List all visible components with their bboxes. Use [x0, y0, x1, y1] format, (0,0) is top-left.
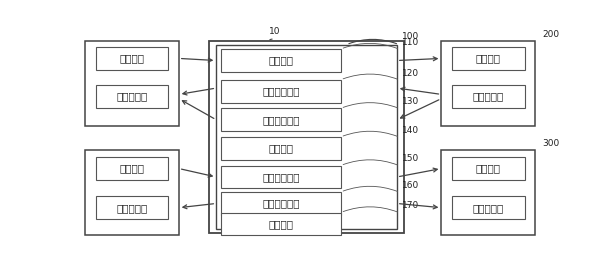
Bar — [96, 47, 168, 70]
Text: 赋值模块: 赋值模块 — [268, 143, 293, 153]
Text: 测温相机: 测温相机 — [476, 53, 501, 64]
Text: 第一配置模块: 第一配置模块 — [262, 86, 299, 96]
Text: 第二配置模块: 第二配置模块 — [262, 172, 299, 182]
Bar — [221, 108, 341, 131]
FancyArrowPatch shape — [343, 74, 397, 79]
Text: 测温传感器: 测温传感器 — [116, 203, 148, 213]
Text: 第二巡检模块: 第二巡检模块 — [262, 199, 299, 208]
Bar — [221, 192, 341, 215]
Bar — [96, 85, 168, 108]
Text: 10: 10 — [269, 27, 281, 36]
Bar — [209, 42, 404, 233]
FancyArrowPatch shape — [343, 103, 397, 108]
FancyArrowPatch shape — [343, 186, 397, 191]
Text: 130: 130 — [402, 97, 419, 106]
Text: 第一巡检模块: 第一巡检模块 — [262, 115, 299, 125]
Bar — [452, 196, 525, 219]
Bar — [452, 157, 525, 180]
Text: 140: 140 — [402, 126, 419, 135]
Text: 150: 150 — [402, 155, 419, 163]
Bar — [221, 137, 341, 160]
Bar — [452, 85, 525, 108]
Bar — [221, 49, 341, 72]
Text: 200: 200 — [542, 30, 559, 39]
Bar — [217, 45, 397, 229]
Bar — [452, 47, 525, 70]
Text: 110: 110 — [402, 38, 419, 47]
Text: 测温传感器: 测温传感器 — [473, 92, 504, 101]
Text: 300: 300 — [542, 139, 560, 148]
Text: 100: 100 — [402, 32, 419, 42]
FancyArrowPatch shape — [343, 43, 397, 48]
Text: 获取模块: 获取模块 — [268, 56, 293, 65]
Bar — [442, 150, 535, 235]
FancyArrowPatch shape — [343, 131, 397, 136]
FancyArrowPatch shape — [343, 207, 397, 212]
Bar — [85, 42, 179, 126]
Text: 测温相机: 测温相机 — [119, 53, 145, 64]
Bar — [221, 213, 341, 235]
Text: 160: 160 — [402, 181, 419, 190]
FancyArrowPatch shape — [270, 39, 272, 40]
Text: 测温相机: 测温相机 — [476, 164, 501, 174]
Text: 校准模块: 校准模块 — [268, 219, 293, 229]
Text: 测温传感器: 测温传感器 — [116, 92, 148, 101]
Text: 测温相机: 测温相机 — [119, 164, 145, 174]
Bar — [85, 150, 179, 235]
Bar — [96, 157, 168, 180]
Bar — [221, 80, 341, 103]
Text: 测温传感器: 测温传感器 — [473, 203, 504, 213]
Bar — [96, 196, 168, 219]
FancyArrowPatch shape — [343, 160, 397, 165]
FancyArrowPatch shape — [349, 39, 396, 44]
Bar — [442, 42, 535, 126]
Bar — [221, 166, 341, 188]
Text: 120: 120 — [402, 69, 419, 78]
Text: 170: 170 — [402, 202, 419, 210]
